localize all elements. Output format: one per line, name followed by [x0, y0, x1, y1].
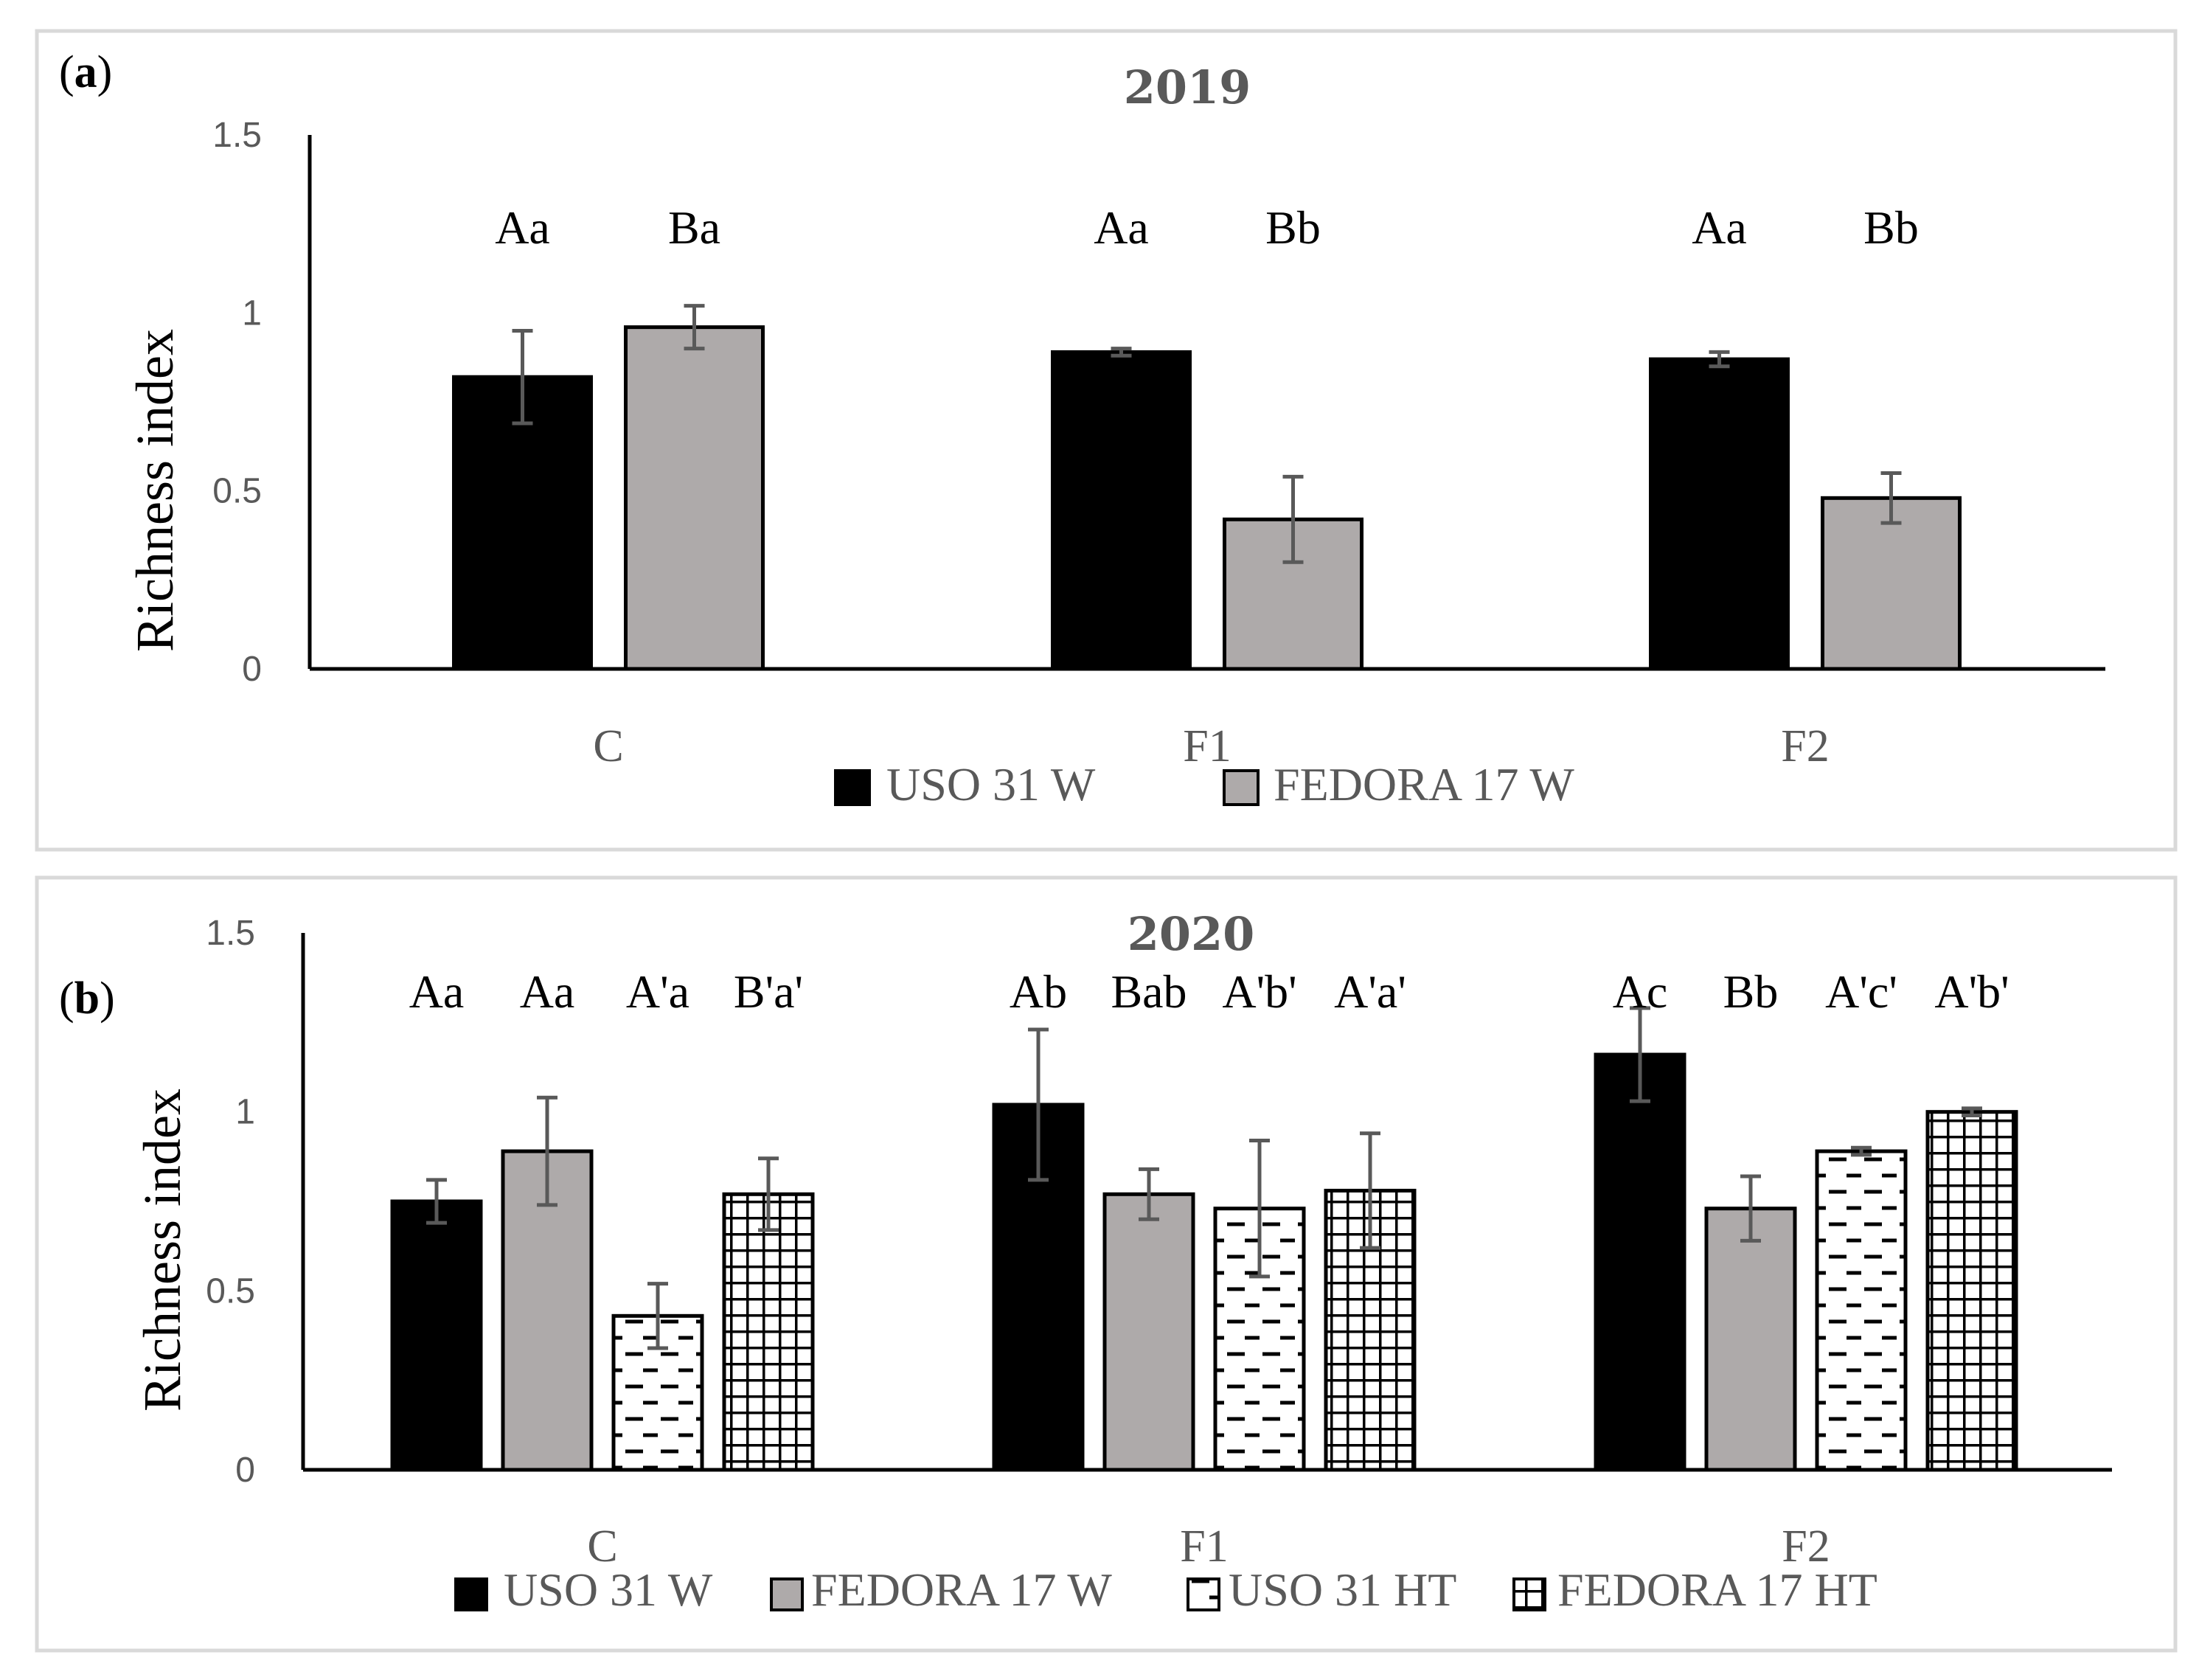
significance-letter: Aa [1094, 201, 1149, 254]
significance-letter: Aa [1692, 201, 1747, 254]
y-tick-label: 0.5 [212, 472, 262, 511]
panel-b-axes [301, 933, 2112, 1472]
category-label: F2 [1782, 1521, 1830, 1572]
legend-swatch [454, 1577, 488, 1611]
y-tick-label: 1 [235, 1093, 255, 1132]
panel-b-y-ticks: 0 0.5 1 1.5 [206, 914, 255, 1490]
legend-label: FEDORA 17 W [811, 1563, 1112, 1616]
significance-letter: Aa [409, 965, 465, 1018]
y-tick-label: 0 [235, 1451, 255, 1490]
significance-letter: Bab [1111, 965, 1187, 1018]
legend-swatch [1223, 769, 1260, 806]
significance-letter: Aa [495, 201, 550, 254]
category-label: C [593, 721, 623, 771]
significance-letter: A'a [626, 965, 689, 1018]
y-tick-label: 1.5 [212, 116, 262, 155]
panel-a-legend: USO 31 W FEDORA 17 W [834, 758, 1574, 811]
significance-letter: Bb [1265, 201, 1321, 254]
panel-a-axes [308, 135, 2105, 671]
panel-b-category-labels: C F1 F2 [587, 1521, 1830, 1572]
significance-letter: Aa [520, 965, 575, 1018]
panel-b-title: 2020 [1128, 907, 1255, 961]
panel-a-label: (a) [59, 47, 112, 97]
panel-b: (b) 2020 Richness index 0 0.5 1 1.5 Aa Aa A'a… [35, 875, 2178, 1653]
significance-letter: Ab [1010, 965, 1067, 1018]
category-label: F1 [1180, 1521, 1228, 1572]
panel-b-y-axis-label: Richness index [133, 1089, 192, 1412]
bar [1051, 350, 1192, 671]
legend-label: USO 31 W [886, 758, 1096, 811]
bar [1821, 496, 1962, 671]
panel-a-y-axis-label: Richness index [125, 329, 184, 652]
bar [1102, 1192, 1195, 1472]
panel-a-bars: Aa Ba Aa Bb Aa Bb [452, 201, 1962, 671]
significance-letter: Bb [1863, 201, 1919, 254]
significance-letter: A'c' [1825, 965, 1897, 1018]
legend-label: USO 31 W [504, 1563, 713, 1616]
bar [624, 325, 765, 671]
significance-letter: A'b' [1934, 965, 2009, 1018]
legend-swatch [834, 769, 871, 806]
panel-a-title: 2019 [1124, 60, 1251, 114]
bar [390, 1199, 483, 1472]
panel-b-label: (b) [59, 973, 115, 1024]
category-label: C [587, 1521, 617, 1572]
category-label: F1 [1183, 721, 1231, 771]
legend-label: FEDORA 17 W [1274, 758, 1574, 811]
significance-letter: Ba [668, 201, 720, 254]
category-label: F2 [1781, 721, 1829, 771]
bar [1594, 1052, 1686, 1472]
panel-a: (a) 2019 Richness index 0 0.5 1 1.5 Aa Ba Aa B… [35, 29, 2178, 852]
legend-swatch [770, 1577, 804, 1611]
significance-letter: B'a' [734, 965, 803, 1018]
panel-b-legend: USO 31 W FEDORA 17 W USO 31 HT FEDORA 17 HT [454, 1563, 1877, 1616]
bar [1649, 357, 1790, 671]
significance-letter: Ac [1613, 965, 1668, 1018]
y-tick-label: 0 [242, 650, 262, 689]
y-tick-label: 0.5 [206, 1271, 255, 1311]
significance-letter: A'a' [1334, 965, 1406, 1018]
bar [1815, 1149, 1908, 1472]
legend-label: USO 31 HT [1229, 1563, 1456, 1616]
panel-a-y-ticks: 0 0.5 1 1.5 [212, 116, 262, 689]
y-tick-label: 1.5 [206, 914, 255, 953]
bar [722, 1192, 815, 1472]
significance-letter: Bb [1723, 965, 1779, 1018]
y-tick-label: 1 [242, 294, 262, 333]
legend-swatch [1187, 1577, 1220, 1611]
significance-letter: A'b' [1222, 965, 1296, 1018]
bar [1925, 1110, 2018, 1472]
bar [1704, 1207, 1797, 1472]
legend-swatch [1512, 1577, 1546, 1611]
panel-b-bars: Aa Aa A'a B'a' Ab Bab A'b' A'a' Ac Bb A'c' A'b' [390, 965, 2018, 1472]
panel-a-category-labels: C F1 F2 [593, 721, 1829, 771]
legend-label: FEDORA 17 HT [1557, 1563, 1877, 1616]
